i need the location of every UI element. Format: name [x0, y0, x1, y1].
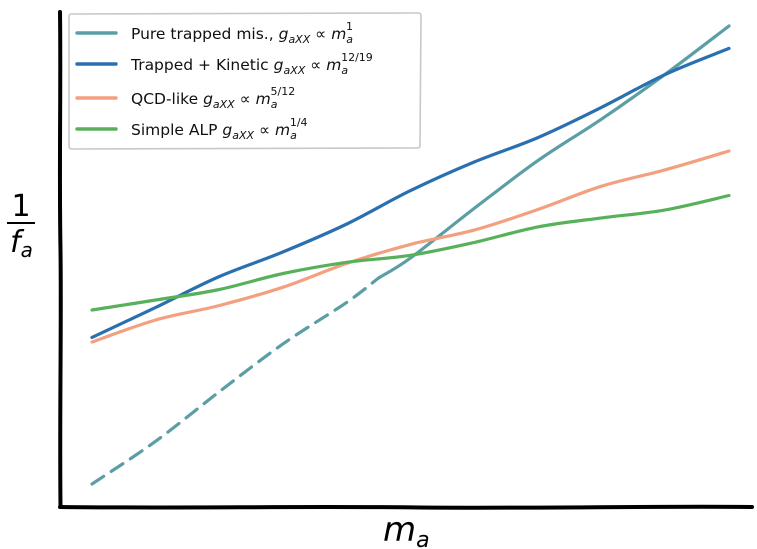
legend: Pure trapped mis., gaXX ∝ ma1 Trapped + K…	[68, 12, 422, 150]
series-trapped-kinetic	[90, 46, 731, 339]
series-line-trapped-kinetic-solid-0	[90, 46, 731, 339]
legend-entry-simple-alp: Simple ALP gaXX ∝ ma1/4	[75, 116, 308, 142]
x-axis-label: ma	[383, 510, 430, 549]
series-qcd-like	[90, 149, 731, 344]
y-axis-label-denominator: fa	[10, 225, 33, 262]
legend-label-qcd-like: QCD-like gaXX ∝ ma5/12	[131, 85, 295, 111]
legend-frame	[68, 12, 422, 150]
legend-label-trapped-kinetic: Trapped + Kinetic gaXX ∝ ma12/19	[130, 51, 373, 77]
series-line-qcd-like-solid-0	[90, 149, 731, 344]
legend-label-pure-trapped-mis: Pure trapped mis., gaXX ∝ ma1	[131, 20, 353, 46]
legend-entry-qcd-like: QCD-like gaXX ∝ ma5/12	[75, 85, 295, 111]
series-simple-alp	[90, 193, 731, 312]
x-axis	[58, 504, 754, 510]
legend-items: Pure trapped mis., gaXX ∝ ma1 Trapped + K…	[75, 20, 373, 142]
legend-entry-pure-trapped-mis: Pure trapped mis., gaXX ∝ ma1	[75, 20, 353, 46]
y-axis-label: 1 fa	[7, 189, 35, 262]
plot-series	[90, 24, 731, 486]
y-axis-label-numerator: 1	[11, 189, 30, 224]
legend-entry-trapped-kinetic: Trapped + Kinetic gaXX ∝ ma12/19	[75, 51, 373, 77]
series-line-simple-alp-solid-0	[90, 193, 731, 312]
series-line-pure-trapped-mis-dashed-0	[90, 276, 381, 486]
y-axis	[57, 10, 63, 509]
legend-label-simple-alp: Simple ALP gaXX ∝ ma1/4	[131, 116, 308, 142]
